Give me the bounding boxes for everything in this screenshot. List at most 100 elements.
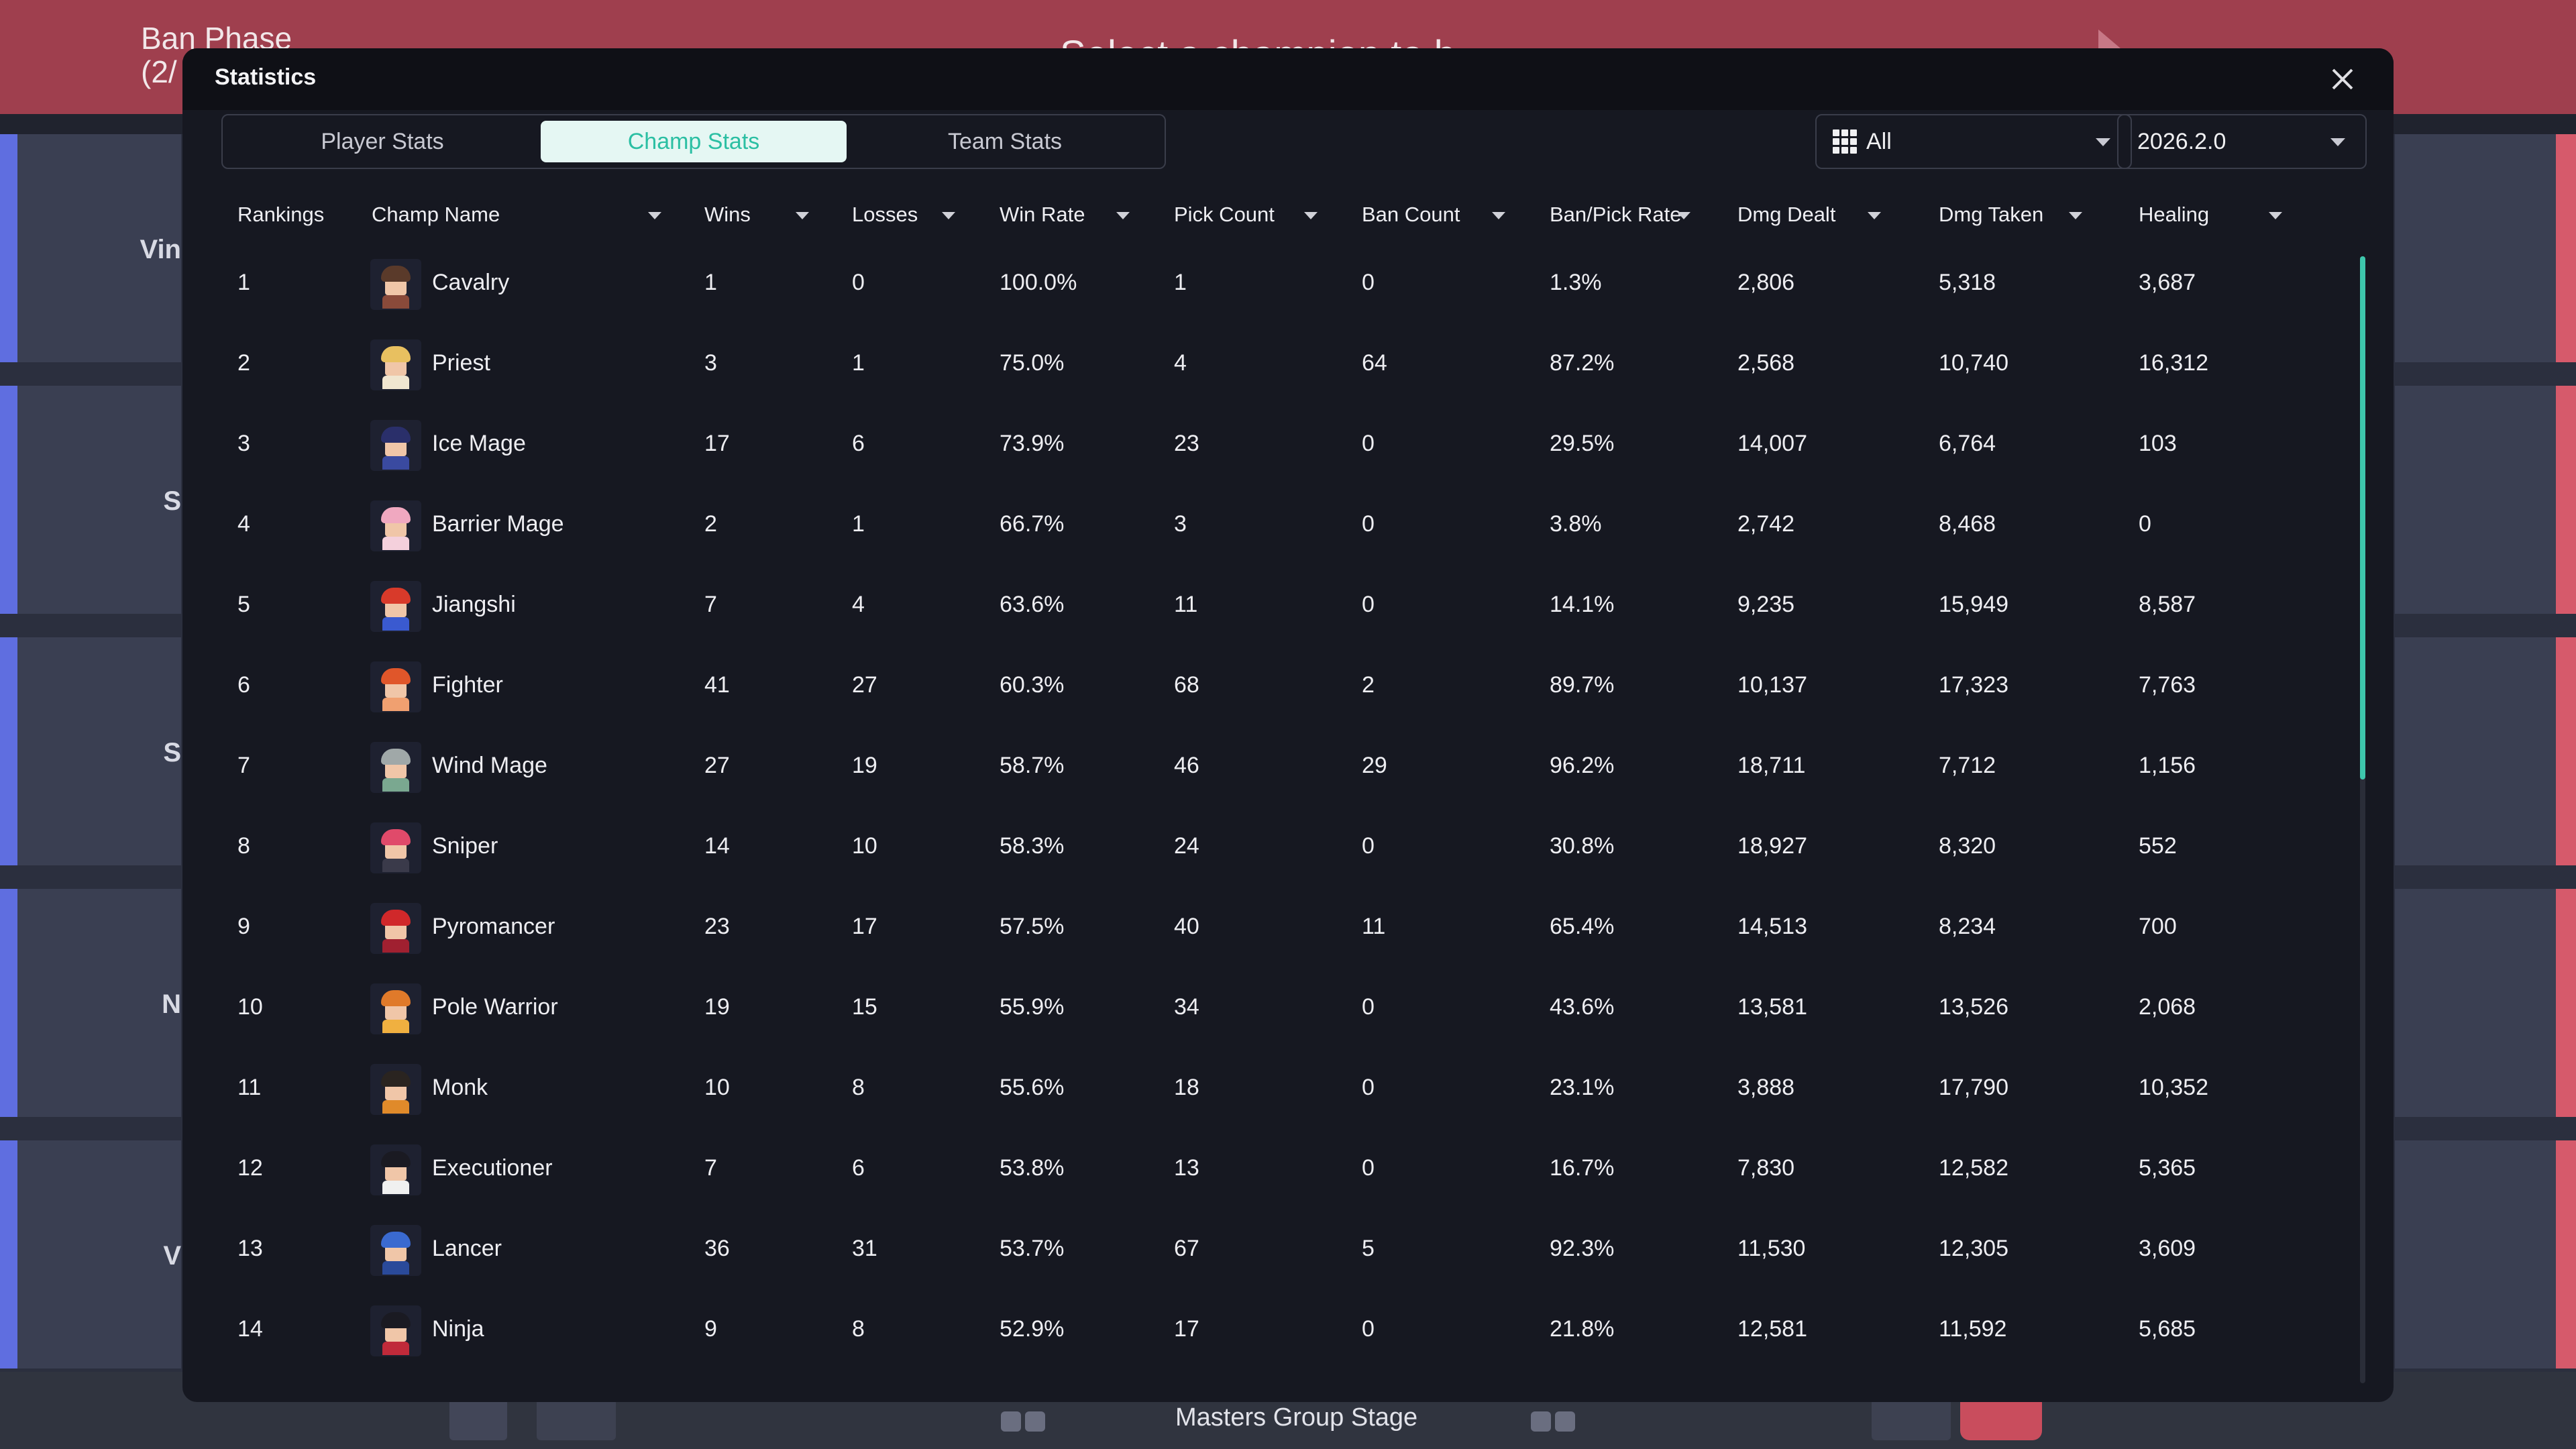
champion-portrait-icon xyxy=(370,903,421,954)
blue-pick-slot[interactable]: Vin xyxy=(0,134,181,362)
cell-win-rate: 58.3% xyxy=(1000,833,1065,859)
tab-champ-stats[interactable]: Champ Stats xyxy=(541,121,847,162)
cell-win-rate: 73.9% xyxy=(1000,431,1065,456)
cell-ban-pick-rate: 1.3% xyxy=(1550,270,1602,295)
blue-pick-slot[interactable]: S xyxy=(0,386,181,614)
table-row[interactable]: 4 Barrier Mage 2 1 66.7% 3 0 3.8% 2,742 8,468 0 xyxy=(182,486,2343,566)
header-wins[interactable]: Wins xyxy=(704,203,751,226)
sort-caret-icon[interactable] xyxy=(1116,212,1130,219)
cell-ban-count: 29 xyxy=(1362,753,1387,778)
footer-marker-icon xyxy=(1555,1411,1575,1432)
filter-dropdown[interactable]: All xyxy=(1815,114,2132,169)
footer-champ-icon[interactable] xyxy=(449,1399,507,1440)
red-pick-slot[interactable]: ing xyxy=(2395,637,2576,865)
table-row[interactable]: 14 Ninja 9 8 52.9% 17 0 21.8% 12,581 11,592 5,685 xyxy=(182,1291,2343,1371)
table-row[interactable]: 12 Executioner 7 6 53.8% 13 0 16.7% 7,830 12,582 5… xyxy=(182,1130,2343,1210)
table-row[interactable]: 9 Pyromancer 23 17 57.5% 40 11 65.4% 14,513 8,234… xyxy=(182,888,2343,969)
sort-caret-icon[interactable] xyxy=(1492,212,1505,219)
red-pick-slot[interactable]: os xyxy=(2395,386,2576,614)
close-icon[interactable] xyxy=(2326,63,2359,95)
table-row[interactable]: 13 Lancer 36 31 53.7% 67 5 92.3% 11,530 12,305 3,6… xyxy=(182,1210,2343,1291)
header-losses[interactable]: Losses xyxy=(852,203,918,226)
red-pick-slot[interactable] xyxy=(2395,1140,2576,1368)
sort-caret-icon[interactable] xyxy=(2069,212,2082,219)
footer-marker-icon xyxy=(1531,1411,1551,1432)
cell-healing: 5,365 xyxy=(2139,1155,2196,1181)
version-value: 2026.2.0 xyxy=(2137,128,2226,154)
cell-champ-name: Ice Mage xyxy=(432,431,526,456)
cell-win-rate: 53.8% xyxy=(1000,1155,1065,1181)
sort-caret-icon[interactable] xyxy=(2269,212,2282,219)
scrollbar-thumb[interactable] xyxy=(2360,256,2365,780)
cell-ban-count: 64 xyxy=(1362,350,1387,376)
cell-pick-count: 1 xyxy=(1174,270,1187,295)
version-dropdown[interactable]: 2026.2.0 xyxy=(2117,114,2367,169)
sort-caret-icon[interactable] xyxy=(1304,212,1318,219)
table-header: Rankings Champ Name Wins Losses Win Rate… xyxy=(182,203,2394,236)
cell-champ-name: Monk xyxy=(432,1075,488,1100)
table-row[interactable]: 2 Priest 3 1 75.0% 4 64 87.2% 2,568 10,740 16,312 xyxy=(182,325,2343,405)
table-row[interactable]: 8 Sniper 14 10 58.3% 24 0 30.8% 18,927 8,320 552 xyxy=(182,808,2343,888)
sort-caret-icon[interactable] xyxy=(648,212,661,219)
cell-win-rate: 53.7% xyxy=(1000,1236,1065,1261)
cell-rank: 14 xyxy=(237,1316,263,1342)
modal-title: Statistics xyxy=(215,64,317,90)
header-win-rate[interactable]: Win Rate xyxy=(1000,203,1085,226)
table-row[interactable]: 7 Wind Mage 27 19 58.7% 46 29 96.2% 18,711 7,712 1… xyxy=(182,727,2343,808)
cell-healing: 5,685 xyxy=(2139,1316,2196,1342)
cell-dmg-taken: 15,949 xyxy=(1939,592,2008,617)
cell-win-rate: 66.7% xyxy=(1000,511,1065,537)
scrollbar-track[interactable] xyxy=(2360,256,2365,1383)
cell-rank: 2 xyxy=(237,350,250,376)
sort-caret-icon[interactable] xyxy=(1677,212,1690,219)
sort-caret-icon[interactable] xyxy=(796,212,809,219)
footer-slot[interactable] xyxy=(1872,1399,1951,1440)
red-pick-slot[interactable]: hau xyxy=(2395,134,2576,362)
cell-rank: 6 xyxy=(237,672,250,698)
header-champ-name[interactable]: Champ Name xyxy=(372,203,500,226)
table-row[interactable]: 6 Fighter 41 27 60.3% 68 2 89.7% 10,137 17,323 7,7… xyxy=(182,647,2343,727)
tab-player-stats[interactable]: Player Stats xyxy=(321,128,444,154)
table-row[interactable]: 5 Jiangshi 7 4 63.6% 11 0 14.1% 9,235 15,949 8,587 xyxy=(182,566,2343,647)
cell-ban-pick-rate: 30.8% xyxy=(1550,833,1615,859)
table-row[interactable]: 11 Monk 10 8 55.6% 18 0 23.1% 3,888 17,790 10,352 xyxy=(182,1049,2343,1130)
cell-pick-count: 11 xyxy=(1174,592,1198,617)
table-row[interactable]: 3 Ice Mage 17 6 73.9% 23 0 29.5% 14,007 6,764 103 xyxy=(182,405,2343,486)
sort-caret-icon[interactable] xyxy=(1868,212,1881,219)
cell-rank: 7 xyxy=(237,753,250,778)
header-ban-pick-rate[interactable]: Ban/Pick Rate xyxy=(1550,203,1682,226)
cell-ban-count: 2 xyxy=(1362,672,1375,698)
header-pick-count[interactable]: Pick Count xyxy=(1174,203,1275,226)
table-row[interactable]: 10 Pole Warrior 19 15 55.9% 34 0 43.6% 13,581 13,… xyxy=(182,969,2343,1049)
blue-pick-slot[interactable]: S xyxy=(0,637,181,865)
tab-team-stats[interactable]: Team Stats xyxy=(947,128,1063,154)
header-dmg-taken[interactable]: Dmg Taken xyxy=(1939,203,2044,226)
cell-win-rate: 55.9% xyxy=(1000,994,1065,1020)
cell-losses: 1 xyxy=(852,350,865,376)
cell-dmg-taken: 8,234 xyxy=(1939,914,1996,939)
header-dmg-dealt[interactable]: Dmg Dealt xyxy=(1737,203,1836,226)
cell-rank: 1 xyxy=(237,270,250,295)
cell-wins: 10 xyxy=(704,1075,730,1100)
cell-dmg-taken: 17,323 xyxy=(1939,672,2008,698)
blue-pick-slot[interactable]: V xyxy=(0,1140,181,1368)
cell-ban-pick-rate: 21.8% xyxy=(1550,1316,1615,1342)
cell-win-rate: 60.3% xyxy=(1000,672,1065,698)
cell-losses: 31 xyxy=(852,1236,877,1261)
footer-slot[interactable] xyxy=(537,1399,616,1440)
cell-rank: 5 xyxy=(237,592,250,617)
cell-dmg-taken: 12,305 xyxy=(1939,1236,2008,1261)
cell-dmg-taken: 13,526 xyxy=(1939,994,2008,1020)
cell-dmg-taken: 7,712 xyxy=(1939,753,1996,778)
header-healing[interactable]: Healing xyxy=(2139,203,2210,226)
cell-champ-name: Priest xyxy=(432,350,490,376)
chevron-down-icon xyxy=(2096,138,2110,146)
header-ban-count[interactable]: Ban Count xyxy=(1362,203,1460,226)
table-row[interactable]: 1 Cavalry 1 0 100.0% 1 0 1.3% 2,806 5,318 3,687 xyxy=(182,244,2343,325)
sort-caret-icon[interactable] xyxy=(942,212,955,219)
cell-healing: 10,352 xyxy=(2139,1075,2208,1100)
cell-dmg-taken: 8,320 xyxy=(1939,833,1996,859)
blue-pick-slot[interactable]: N xyxy=(0,889,181,1117)
red-pick-slot[interactable]: n xyxy=(2395,889,2576,1117)
slot-player-name: Vin xyxy=(140,235,181,264)
